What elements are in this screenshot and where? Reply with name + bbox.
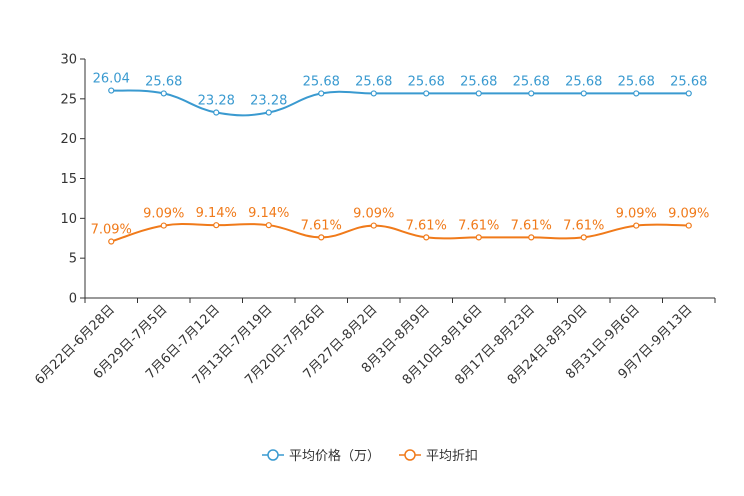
data-label: 25.68: [670, 74, 707, 89]
data-point[interactable]: [633, 222, 640, 229]
data-point[interactable]: [265, 109, 272, 116]
data-point[interactable]: [213, 222, 220, 229]
data-label: 25.68: [565, 74, 602, 89]
data-point[interactable]: [370, 222, 377, 229]
data-label: 25.68: [145, 74, 182, 89]
data-label: 7.61%: [301, 218, 342, 233]
legend-marker-icon: [404, 449, 416, 461]
data-point[interactable]: [528, 234, 535, 241]
data-label: 7.61%: [458, 218, 499, 233]
data-label: 25.68: [303, 74, 340, 89]
data-label: 9.09%: [668, 207, 709, 222]
data-point[interactable]: [475, 234, 482, 241]
data-label: 9.09%: [353, 207, 394, 222]
legend-item-price[interactable]: 平均价格（万）: [262, 448, 380, 464]
data-point[interactable]: [423, 234, 430, 241]
series-line-1: [110, 223, 689, 243]
data-label: 7.61%: [406, 218, 447, 233]
data-point[interactable]: [475, 90, 482, 97]
data-label: 9.14%: [196, 206, 237, 221]
data-point[interactable]: [108, 238, 115, 245]
y-tick-label: 5: [69, 252, 77, 267]
series-layer: [108, 87, 692, 245]
series-line-0: [111, 89, 689, 117]
data-label: 7.61%: [563, 218, 604, 233]
data-point[interactable]: [265, 222, 272, 229]
data-point[interactable]: [685, 222, 692, 229]
y-tick-label: 30: [60, 53, 77, 68]
data-label: 7.61%: [511, 218, 552, 233]
data-point[interactable]: [160, 90, 167, 97]
data-point[interactable]: [423, 90, 430, 97]
data-label: 9.09%: [143, 207, 184, 222]
data-point[interactable]: [580, 90, 587, 97]
y-tick-label: 0: [69, 292, 77, 307]
data-point[interactable]: [370, 90, 377, 97]
data-label: 23.28: [250, 94, 287, 109]
data-point[interactable]: [108, 87, 115, 94]
legend-marker-icon: [267, 449, 279, 461]
data-label: 7.09%: [91, 223, 132, 238]
data-point[interactable]: [685, 90, 692, 97]
legend-item-discount[interactable]: 平均折扣: [399, 449, 478, 464]
data-label: 9.14%: [248, 206, 289, 221]
data-point[interactable]: [318, 234, 325, 241]
data-point[interactable]: [580, 234, 587, 241]
data-point[interactable]: [528, 90, 535, 97]
data-label-layer: 26.04 25.68 23.28 23.28 25.68 25.68 25.68 25.68…: [91, 72, 710, 238]
data-label: 25.68: [513, 74, 550, 89]
data-point[interactable]: [633, 90, 640, 97]
data-point[interactable]: [160, 222, 167, 229]
data-point[interactable]: [318, 90, 325, 97]
data-label: 25.68: [408, 74, 445, 89]
y-tick-label: 10: [60, 212, 77, 227]
y-tick-label: 15: [60, 172, 77, 187]
data-label: 23.28: [198, 94, 235, 109]
data-label: 9.09%: [616, 207, 657, 222]
legend-label-discount: 平均折扣: [426, 449, 478, 464]
data-label: 25.68: [618, 74, 655, 89]
legend-label-price: 平均价格（万）: [289, 448, 380, 464]
data-label: 25.68: [460, 74, 497, 89]
data-point[interactable]: [213, 109, 220, 116]
y-tick-label: 20: [60, 132, 77, 147]
data-label: 26.04: [93, 72, 130, 87]
data-label: 25.68: [355, 74, 392, 89]
legend: 平均价格（万） 平均折扣: [262, 448, 478, 464]
y-tick-label: 25: [60, 92, 77, 107]
